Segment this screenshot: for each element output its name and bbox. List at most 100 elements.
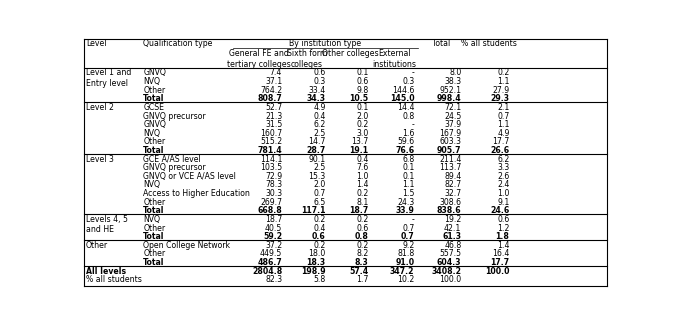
Text: 145.0: 145.0 — [390, 94, 415, 103]
Text: 0.8: 0.8 — [355, 232, 369, 241]
Text: General FE and
tertiary colleges: General FE and tertiary colleges — [227, 49, 291, 69]
Text: 0.1: 0.1 — [356, 68, 369, 77]
Text: 0.4: 0.4 — [313, 111, 326, 120]
Text: GNVQ: GNVQ — [144, 68, 166, 77]
Text: 42.1: 42.1 — [444, 223, 462, 232]
Text: 14.4: 14.4 — [397, 103, 415, 112]
Text: 19.1: 19.1 — [349, 146, 369, 155]
Text: 31.5: 31.5 — [265, 120, 282, 129]
Text: 167.9: 167.9 — [439, 129, 462, 138]
Text: 0.2: 0.2 — [356, 189, 369, 198]
Text: 72.9: 72.9 — [265, 172, 282, 181]
Text: NVQ: NVQ — [144, 77, 160, 86]
Text: -: - — [412, 215, 415, 224]
Text: 52.7: 52.7 — [265, 103, 282, 112]
Text: Other colleges: Other colleges — [321, 49, 378, 58]
Text: 2.0: 2.0 — [356, 111, 369, 120]
Text: 269.7: 269.7 — [260, 198, 282, 207]
Text: 1.4: 1.4 — [356, 180, 369, 189]
Text: 4.9: 4.9 — [497, 129, 510, 138]
Text: 90.1: 90.1 — [308, 155, 326, 164]
Text: 0.6: 0.6 — [313, 68, 326, 77]
Text: Total: Total — [144, 232, 164, 241]
Text: 37.2: 37.2 — [265, 241, 282, 250]
Text: 0.6: 0.6 — [497, 215, 510, 224]
Text: 76.6: 76.6 — [395, 146, 415, 155]
Text: 33.4: 33.4 — [308, 86, 326, 95]
Text: -: - — [412, 68, 415, 77]
Text: 0.1: 0.1 — [402, 172, 415, 181]
Text: 6.2: 6.2 — [497, 155, 510, 164]
Text: Other: Other — [144, 198, 165, 207]
Text: 1.7: 1.7 — [356, 275, 369, 284]
Text: Sixth form
colleges: Sixth form colleges — [286, 49, 328, 69]
Text: 78.3: 78.3 — [265, 180, 282, 189]
Text: 8.0: 8.0 — [449, 68, 462, 77]
Text: 0.4: 0.4 — [313, 223, 326, 232]
Text: 15.3: 15.3 — [308, 172, 326, 181]
Text: 0.6: 0.6 — [312, 232, 326, 241]
Text: 33.9: 33.9 — [396, 206, 415, 215]
Text: 8.2: 8.2 — [356, 249, 369, 258]
Text: Level 1 and
Entry level: Level 1 and Entry level — [86, 68, 131, 88]
Text: 9.1: 9.1 — [497, 198, 510, 207]
Text: GNVQ or VCE A/AS level: GNVQ or VCE A/AS level — [144, 172, 236, 181]
Text: 28.7: 28.7 — [306, 146, 326, 155]
Text: 24.6: 24.6 — [490, 206, 510, 215]
Text: 113.7: 113.7 — [439, 163, 462, 172]
Text: 0.3: 0.3 — [402, 77, 415, 86]
Text: 2.4: 2.4 — [497, 180, 510, 189]
Text: 17.7: 17.7 — [492, 137, 510, 146]
Text: 26.6: 26.6 — [490, 146, 510, 155]
Text: 17.7: 17.7 — [490, 258, 510, 267]
Text: 3.0: 3.0 — [356, 129, 369, 138]
Text: 32.7: 32.7 — [444, 189, 462, 198]
Text: 905.7: 905.7 — [437, 146, 462, 155]
Text: Levels 4, 5
and HE: Levels 4, 5 and HE — [86, 215, 127, 234]
Text: 10.2: 10.2 — [397, 275, 415, 284]
Text: GNVQ precursor: GNVQ precursor — [144, 111, 206, 120]
Text: 18.3: 18.3 — [307, 258, 326, 267]
Text: 14.7: 14.7 — [308, 137, 326, 146]
Text: 515.2: 515.2 — [260, 137, 282, 146]
Text: 808.7: 808.7 — [257, 94, 282, 103]
Text: 0.7: 0.7 — [402, 223, 415, 232]
Text: 16.4: 16.4 — [492, 249, 510, 258]
Text: 0.4: 0.4 — [356, 155, 369, 164]
Text: 0.6: 0.6 — [356, 77, 369, 86]
Text: 59.6: 59.6 — [397, 137, 415, 146]
Text: 18.7: 18.7 — [265, 215, 282, 224]
Text: 57.4: 57.4 — [349, 267, 369, 276]
Text: 24.3: 24.3 — [397, 198, 415, 207]
Text: 5.8: 5.8 — [313, 275, 326, 284]
Text: 0.2: 0.2 — [356, 120, 369, 129]
Text: 668.8: 668.8 — [257, 206, 282, 215]
Text: 1.8: 1.8 — [495, 232, 510, 241]
Text: 486.7: 486.7 — [257, 258, 282, 267]
Text: 91.0: 91.0 — [395, 258, 415, 267]
Text: 8.1: 8.1 — [356, 198, 369, 207]
Text: 10.5: 10.5 — [349, 94, 369, 103]
Text: 0.3: 0.3 — [313, 77, 326, 86]
Text: NVQ: NVQ — [144, 129, 160, 138]
Text: 46.8: 46.8 — [444, 241, 462, 250]
Text: 19.2: 19.2 — [444, 215, 462, 224]
Text: 34.3: 34.3 — [307, 94, 326, 103]
Text: 952.1: 952.1 — [439, 86, 462, 95]
Text: 3.3: 3.3 — [497, 163, 510, 172]
Text: 0.2: 0.2 — [356, 215, 369, 224]
Text: 1.1: 1.1 — [402, 180, 415, 189]
Text: Total: Total — [144, 146, 164, 155]
Text: 0.7: 0.7 — [400, 232, 415, 241]
Text: 38.3: 38.3 — [444, 77, 462, 86]
Text: 604.3: 604.3 — [437, 258, 462, 267]
Text: 81.8: 81.8 — [397, 249, 415, 258]
Text: 1.0: 1.0 — [497, 189, 510, 198]
Text: NVQ: NVQ — [144, 215, 160, 224]
Text: Total: Total — [432, 39, 450, 48]
Text: 6.8: 6.8 — [402, 155, 415, 164]
Text: By institution type: By institution type — [289, 39, 361, 48]
Text: GCE A/AS level: GCE A/AS level — [144, 155, 201, 164]
Text: 0.1: 0.1 — [356, 103, 369, 112]
Text: 72.1: 72.1 — [444, 103, 462, 112]
